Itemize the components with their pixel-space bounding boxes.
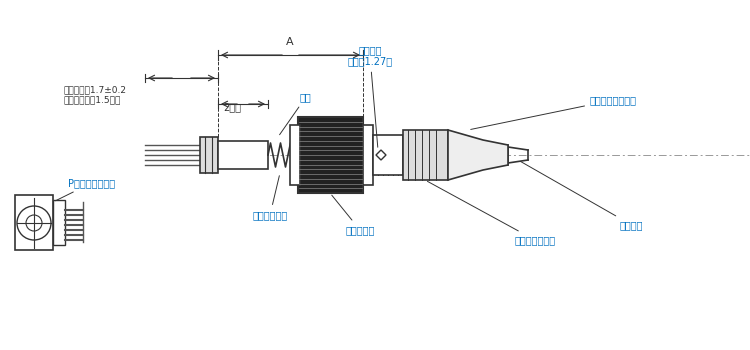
Text: 止めビス
（対辺1.27）: 止めビス （対辺1.27） [347, 45, 392, 147]
Bar [15, 195, 53, 250]
Bar [200, 137, 218, 173]
Text: クランプ金具: クランプ金具 [252, 176, 288, 220]
Text: ボス: ボス [280, 92, 312, 135]
Text: スパナ掛け位置: スパナ掛け位置 [427, 181, 556, 245]
Bar [363, 125, 373, 185]
Bar [403, 130, 448, 180]
Text: はんだタイプ1.5程度: はんだタイプ1.5程度 [63, 95, 120, 104]
Polygon shape [448, 130, 508, 180]
Text: 2以上: 2以上 [223, 102, 241, 112]
Bar [218, 141, 268, 169]
Text: A: A [286, 37, 294, 47]
Text: Pシェルユニット: Pシェルユニット [56, 178, 116, 201]
Text: プラグ本体: プラグ本体 [332, 195, 375, 235]
Bar [53, 200, 65, 245]
Bar [298, 117, 363, 193]
Bar [373, 135, 403, 175]
Text: コードブッシング: コードブッシング [471, 95, 637, 130]
Polygon shape [376, 150, 386, 160]
Bar [290, 125, 300, 185]
Text: ケーブル: ケーブル [520, 161, 644, 230]
Text: 圧着タイプ1.7±0.2: 圧着タイプ1.7±0.2 [63, 85, 126, 94]
